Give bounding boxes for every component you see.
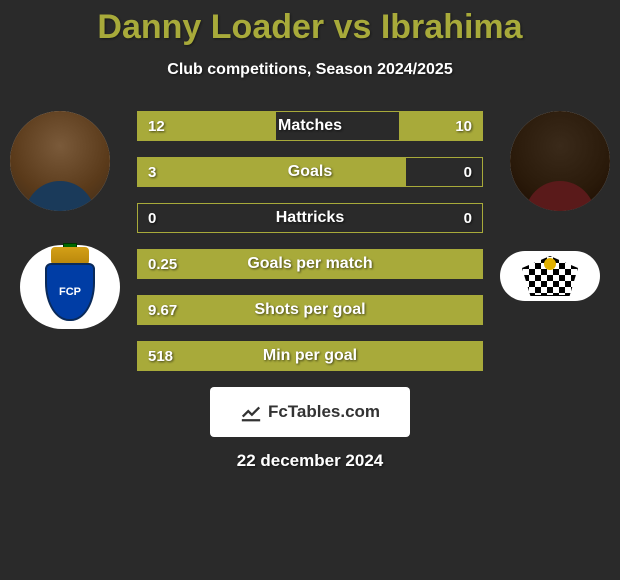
page-title: Danny Loader vs Ibrahima [0,0,620,47]
stat-row: 0.25Goals per match [137,249,483,279]
boavista-crest-icon [522,256,578,296]
club-right-badge [500,251,600,301]
face-icon [10,111,110,211]
stat-label: Matches [138,112,482,140]
page-subtitle: Club competitions, Season 2024/2025 [0,61,620,79]
stat-label: Hattricks [138,204,482,232]
stat-label: Goals per match [138,250,482,278]
porto-crest-icon: FCP [35,249,105,325]
brand-badge: FcTables.com [210,387,410,437]
stat-label: Goals [138,158,482,186]
stats-container: 1210Matches 30Goals 00Hattricks 0.25Goals p… [137,111,483,371]
date-text: 22 december 2024 [0,451,620,471]
stat-row: 30Goals [137,157,483,187]
brand-text: FcTables.com [268,402,380,422]
chart-icon [240,401,262,423]
stat-row: 9.67Shots per goal [137,295,483,325]
face-icon [510,111,610,211]
club-left-badge: FCP [20,245,120,329]
stat-label: Min per goal [138,342,482,370]
stat-label: Shots per goal [138,296,482,324]
comparison-panel: FCP 1210Matches 30Goals 00Hattricks 0.25Goa… [0,111,620,471]
player-left-photo [10,111,110,211]
stat-row: 1210Matches [137,111,483,141]
stat-row: 00Hattricks [137,203,483,233]
player-right-photo [510,111,610,211]
stat-row: 518Min per goal [137,341,483,371]
